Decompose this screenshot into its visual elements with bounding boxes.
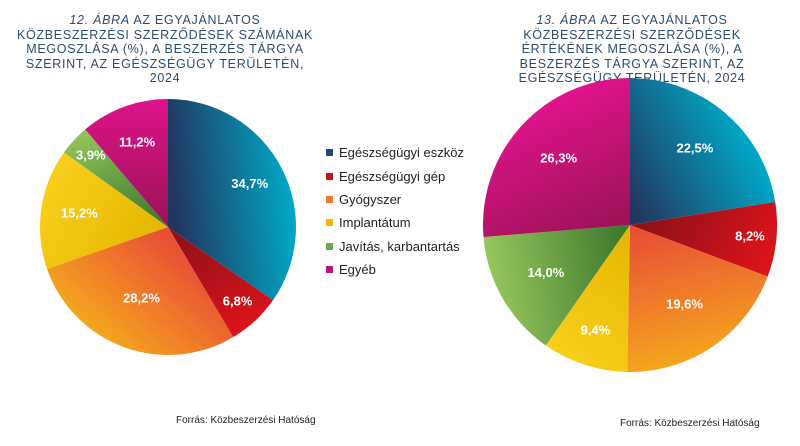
legend: Egészségügyi eszköz Egészségügyi gép Gyó… — [326, 141, 464, 281]
legend-label: Egészségügyi gép — [339, 168, 446, 184]
pie-slice-label-gyogyszer: 19,6% — [666, 297, 703, 312]
pie-chart-count: 34,7% 6,8% 28,2% 15,2% 3,9% 11,2% — [40, 99, 297, 355]
legend-label: Javítás, karbantartás — [339, 238, 460, 254]
legend-item: Egyéb — [326, 258, 464, 281]
legend-label: Gyógyszer — [339, 191, 402, 207]
pie-slice-label-gyogyszer: 28,2% — [123, 291, 160, 306]
pie-slice-label-implantatum: 15,2% — [61, 206, 98, 221]
legend-swatch — [326, 242, 333, 250]
pie-slice-egeszsegugyi-eszkoz — [168, 99, 297, 301]
legend-label: Egészségügyi eszköz — [339, 145, 465, 161]
source-note-1: Forrás: Közbeszerzési Hatóság — [176, 415, 316, 426]
legend-item: Gyógyszer — [326, 188, 464, 211]
pie-slice-label-egeszsegugyi-eszkoz: 22,5% — [676, 140, 713, 155]
legend-swatch — [326, 172, 333, 180]
legend-swatch — [326, 149, 333, 157]
legend-item: Egészségügyi eszköz — [326, 141, 464, 164]
pie-slice-javitas-karbantartas — [483, 225, 630, 346]
chart-title-1: 12. ábra az egyajánlatos közbeszerzési s… — [15, 13, 315, 86]
pie-slice-label-egeszsegugyi-gep: 8,2% — [735, 229, 765, 244]
pie-slice-javitas-karbantartas — [63, 129, 169, 227]
pie-slice-egyeb — [85, 99, 168, 227]
pie-slice-label-javitas-karbantartas: 3,9% — [76, 147, 106, 162]
pie-slice-label-implantatum: 9,4% — [581, 323, 611, 338]
pie-slice-egeszsegugyi-eszkoz — [630, 78, 776, 225]
figure-title-text-1: az egyajánlatos közbeszerzési szerződése… — [16, 13, 314, 85]
pie-slice-egyeb — [483, 78, 630, 237]
figure-number-1: 12. ábra — [69, 13, 130, 27]
legend-item: Implantátum — [326, 211, 464, 234]
pie-slice-label-egeszsegugyi-gep: 6,8% — [223, 294, 253, 309]
legend-item: Javítás, karbantartás — [326, 235, 464, 258]
chart-title-2: 13. ábra az egyajánlatos közbeszerzési s… — [482, 13, 782, 86]
legend-label: Egyéb — [339, 262, 376, 278]
legend-item: Egészségügyi gép — [326, 164, 464, 187]
figure-number-2: 13. ábra — [536, 13, 597, 27]
pie-chart-value: 22,5% 8,2% 19,6% 9,4% 14,0% 26,3% — [483, 78, 777, 372]
figure-title-text-2: az egyajánlatos közbeszerzési szerződése… — [518, 13, 746, 85]
pie-slice-implantatum — [545, 225, 630, 372]
pie-slice-implantatum — [40, 152, 168, 269]
pie-slice-egeszsegugyi-gep — [630, 202, 777, 277]
legend-swatch — [326, 219, 333, 227]
source-note-2: Forrás: Közbeszerzési Hatóság — [620, 418, 760, 429]
pie-slice-label-javitas-karbantartas: 14,0% — [527, 265, 564, 280]
pie-slice-gyogyszer — [47, 227, 234, 355]
pie-slice-label-egyeb: 11,2% — [119, 134, 156, 149]
pie-slice-gyogyszer — [627, 225, 768, 372]
pie-slice-egeszsegugyi-gep — [168, 227, 273, 338]
legend-label: Implantátum — [339, 215, 411, 231]
pie-slice-label-egeszsegugyi-eszkoz: 34,7% — [231, 176, 268, 191]
legend-swatch — [326, 266, 333, 274]
pie-slice-label-egyeb: 26,3% — [540, 151, 577, 166]
legend-swatch — [326, 195, 333, 203]
